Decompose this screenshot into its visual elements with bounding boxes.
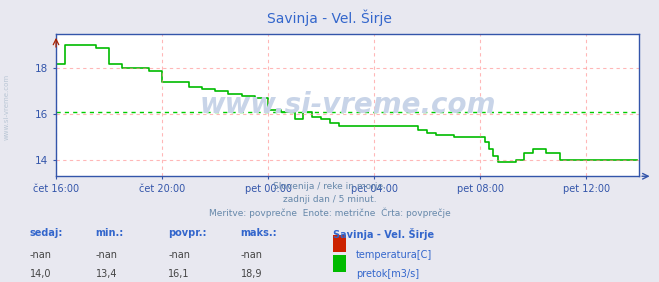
Text: Slovenija / reke in morje.: Slovenija / reke in morje. [273,182,386,191]
Text: 14,0: 14,0 [30,269,51,279]
Text: -nan: -nan [168,250,190,259]
Text: min.:: min.: [96,228,124,238]
Text: -nan: -nan [96,250,117,259]
Text: www.si-vreme.com: www.si-vreme.com [3,74,10,140]
Text: 13,4: 13,4 [96,269,117,279]
Text: Savinja - Vel. Širje: Savinja - Vel. Širje [333,228,434,241]
Text: Meritve: povprečne  Enote: metrične  Črta: povprečje: Meritve: povprečne Enote: metrične Črta:… [209,207,450,218]
Text: povpr.:: povpr.: [168,228,206,238]
Text: 18,9: 18,9 [241,269,262,279]
Text: pretok[m3/s]: pretok[m3/s] [356,269,419,279]
Text: maks.:: maks.: [241,228,277,238]
Text: -nan: -nan [241,250,262,259]
Text: 16,1: 16,1 [168,269,190,279]
Text: Savinja - Vel. Širje: Savinja - Vel. Širje [267,10,392,27]
Text: www.si-vreme.com: www.si-vreme.com [200,91,496,119]
Text: temperatura[C]: temperatura[C] [356,250,432,259]
Text: sedaj:: sedaj: [30,228,63,238]
Text: -nan: -nan [30,250,51,259]
Text: zadnji dan / 5 minut.: zadnji dan / 5 minut. [283,195,376,204]
